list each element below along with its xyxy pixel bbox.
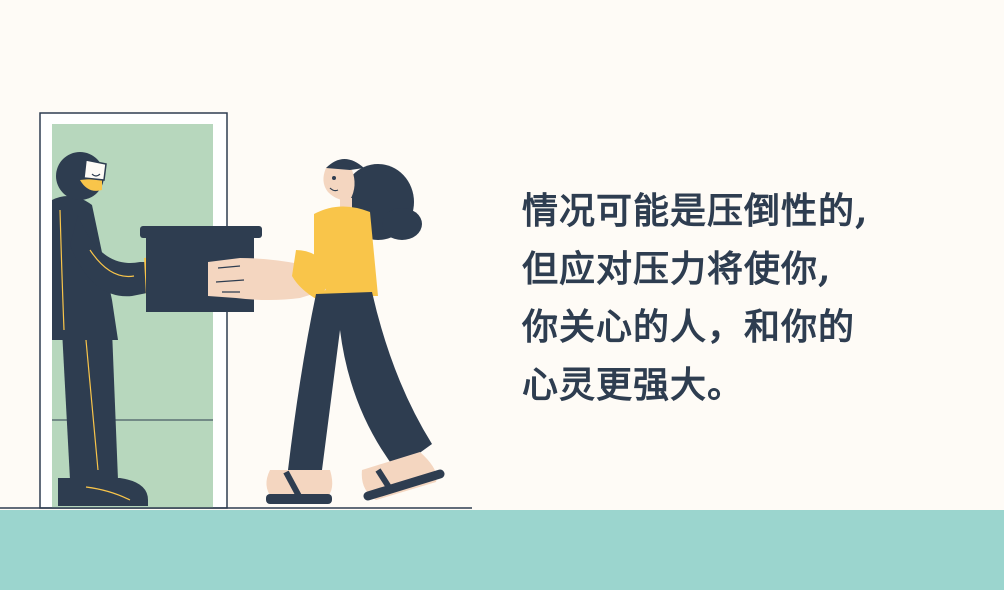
quote-line-3: 你关心的人，和你的 <box>522 306 856 348</box>
floor-band <box>0 510 1004 590</box>
woman-receiving-box <box>208 159 445 504</box>
quote-line-1: 情况可能是压倒性的, <box>522 190 869 232</box>
quote-line-2: 但应对压力将使你, <box>522 248 832 290</box>
quote-line-4: 心灵更强大。 <box>522 364 745 406</box>
quote-text: 情况可能是压倒性的, 但应对压力将使你, 你关心的人，和你的 心灵更强大。 <box>522 182 942 414</box>
